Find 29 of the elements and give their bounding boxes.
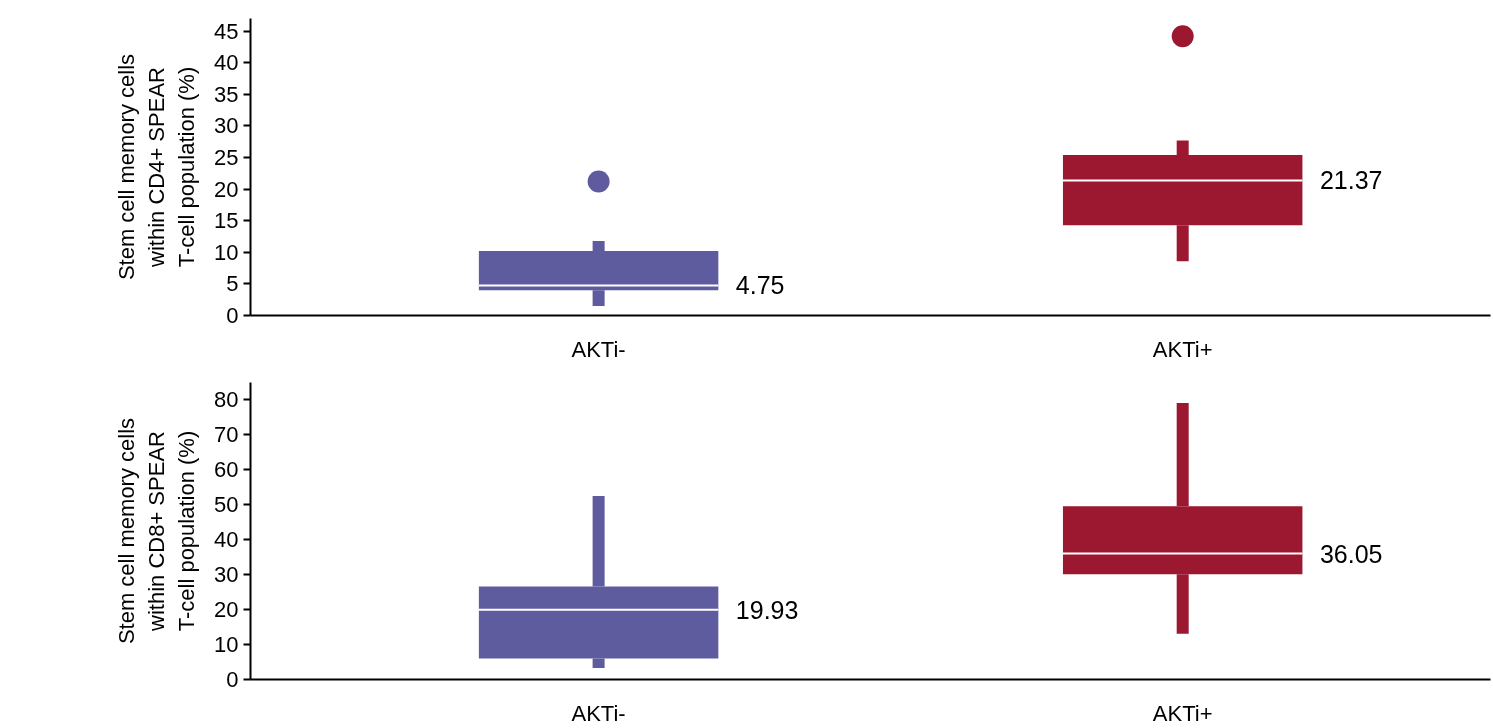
y-tick-label: 35 — [214, 81, 239, 107]
y-tick-label: 40 — [214, 50, 239, 76]
y-tick-label: 30 — [214, 113, 239, 139]
text: 19.93 — [735, 595, 799, 624]
x-tick-label: AKTi+ — [1152, 336, 1213, 362]
y-tick-label: 30 — [214, 562, 239, 588]
y-axis-title: Stem cell memory cells within CD4+ SPEAR T-cell population (%) — [114, 53, 200, 281]
y-tick-label: 5 — [226, 271, 239, 297]
y-tick-label: 80 — [214, 387, 239, 413]
text: 21.37 — [1319, 166, 1383, 195]
y-axis-title: Stem cell memory cells within CD8+ SPEAR T-cell population (%) — [114, 417, 200, 645]
y-tick-label: 45 — [214, 18, 239, 44]
x-tick-label: AKTi- — [571, 700, 626, 726]
y-tick-label: 15 — [214, 208, 239, 234]
y-tick-label: 60 — [214, 457, 239, 483]
y-tick-label: 0 — [226, 303, 239, 328]
y-tick-label: 70 — [214, 422, 239, 448]
y-tick-label: 50 — [214, 492, 239, 518]
text: 4.75 — [735, 271, 785, 300]
x-tick-label: AKTi+ — [1152, 700, 1213, 726]
y-tick-label: 10 — [214, 632, 239, 658]
x-tick-label: AKTi- — [571, 336, 626, 362]
y-tick-label: 20 — [214, 176, 239, 202]
y-tick-label: 20 — [214, 597, 239, 623]
y-tick-label: 0 — [226, 667, 239, 692]
y-tick-label: 25 — [214, 145, 239, 171]
text: 36.05 — [1319, 539, 1383, 568]
y-tick-label: 10 — [214, 239, 239, 265]
y-tick-label: 40 — [214, 527, 239, 553]
